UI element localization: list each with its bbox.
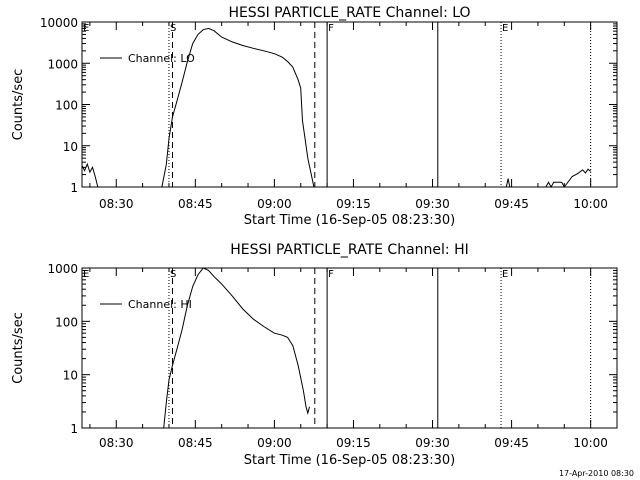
x-tick-label: 08:45 [178,436,213,450]
y-tick-label: 1 [70,181,78,195]
x-tick-label: 09:30 [415,436,450,450]
x-tick-label: 10:00 [573,197,608,211]
x-tick-label: 09:45 [494,436,529,450]
x-tick-label: 09:15 [336,436,371,450]
chart-panel-1: HESSI PARTICLE_RATE Channel: LO 08:30 08:4… [11,5,618,228]
x-tick-label: 08:45 [178,197,213,211]
y-axis-label: Counts/sec [11,69,26,141]
plot-frame [81,21,618,188]
series-line [161,27,315,188]
y-axis-label: Counts/sec [11,312,26,384]
generation-timestamp: 17-Apr-2010 08:30 [558,469,634,478]
event-marker-label: S [170,23,176,34]
x-tick-label: 10:00 [573,436,608,450]
event-marker-label: E [502,269,508,280]
x-tick-label: 09:00 [257,436,292,450]
x-tick-label: 08:30 [99,197,134,211]
event-marker-label: S [170,269,176,280]
legend-label: Channel: HI [128,298,192,311]
chart-title: HESSI PARTICLE_RATE Channel: HI [230,242,468,258]
chart-panel-2: HESSI PARTICLE_RATE Channel: HI 08:30 08:4… [11,242,618,468]
y-tick-label: 100 [55,99,78,113]
y-tick-label: 1 [70,422,78,436]
chart-title: HESSI PARTICLE_RATE Channel: LO [228,5,470,21]
series-line [505,178,511,188]
x-tick-label: 09:00 [257,197,292,211]
y-tick-label: 10000 [40,16,78,30]
x-axis-label: Start Time (16-Sep-05 08:23:30) [244,453,455,468]
y-tick-label: 1000 [47,57,78,71]
series-line [81,162,99,188]
y-tick-label: 10 [63,140,78,154]
event-marker-label: E [502,23,508,34]
event-marker-label: E [83,23,89,34]
plot-frame [81,267,618,429]
y-tick-label: 1000 [47,262,78,276]
x-tick-label: 08:30 [99,436,134,450]
x-tick-label: 09:45 [494,197,529,211]
event-marker-label: F [328,23,334,34]
y-tick-label: 100 [55,315,78,329]
series-line [545,168,591,189]
event-marker-label: F [328,269,334,280]
event-marker-label: E [83,269,89,280]
series-line [163,267,310,429]
x-axis-label: Start Time (16-Sep-05 08:23:30) [244,213,455,228]
x-tick-label: 09:15 [336,197,371,211]
x-tick-label: 09:30 [415,197,450,211]
legend-label: Channel: LO [128,52,195,65]
y-tick-label: 10 [63,369,78,383]
